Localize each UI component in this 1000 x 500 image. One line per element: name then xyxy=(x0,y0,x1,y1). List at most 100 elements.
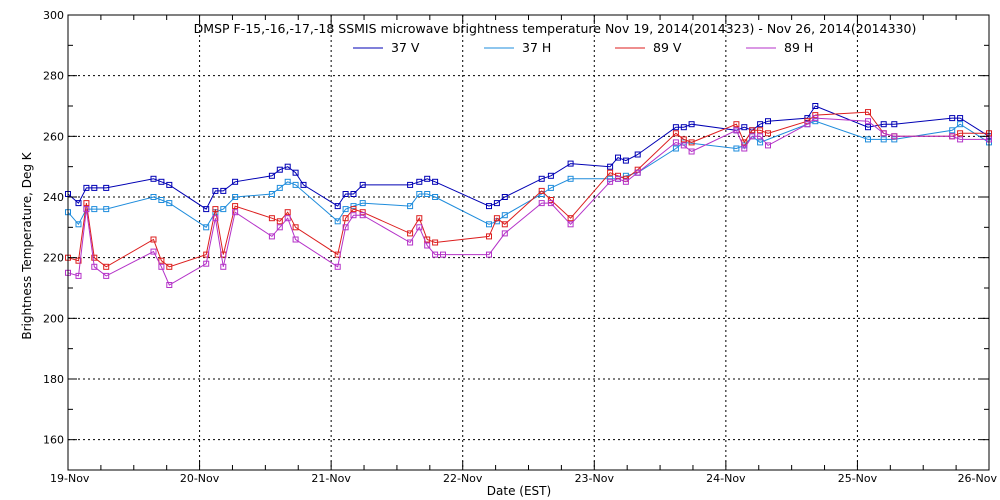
data-point-37h xyxy=(342,206,349,213)
data-point-37h xyxy=(880,136,887,143)
data-point-37h xyxy=(757,139,764,146)
data-point-37v xyxy=(158,178,165,185)
data-point-37h xyxy=(203,224,210,231)
data-point-37v xyxy=(757,121,764,128)
data-point-89h xyxy=(268,233,275,240)
data-point-37h xyxy=(865,136,871,143)
data-point-37v xyxy=(547,172,554,179)
y-tick-label: 160 xyxy=(43,434,64,447)
data-point-89v xyxy=(749,127,756,134)
data-point-89h xyxy=(672,139,679,146)
data-point-89v xyxy=(212,206,219,213)
data-point-37h xyxy=(268,191,275,197)
data-point-89h xyxy=(865,118,871,125)
data-point-89h xyxy=(949,133,956,140)
data-point-89h xyxy=(424,242,431,249)
data-point-37v xyxy=(880,121,887,128)
data-point-89v xyxy=(957,130,964,137)
x-tick-label: 23-Nov xyxy=(575,472,615,485)
legend-label-89v: 89 V xyxy=(653,40,682,55)
data-point-37v xyxy=(416,178,423,185)
data-point-37v xyxy=(359,181,366,188)
data-point-89v xyxy=(166,263,173,270)
data-point-37v xyxy=(350,191,357,197)
data-point-37h xyxy=(150,194,157,200)
data-point-37v xyxy=(268,172,275,179)
data-point-89v xyxy=(91,254,98,261)
legend-item-37v: 37 V xyxy=(353,40,420,55)
data-point-89v xyxy=(547,197,554,203)
data-point-89v xyxy=(268,215,275,222)
data-point-89h xyxy=(622,178,629,185)
data-point-37v xyxy=(424,175,431,182)
data-point-89v xyxy=(680,136,687,143)
series-line-89h xyxy=(67,117,989,286)
data-point-89v xyxy=(342,215,349,222)
data-point-89v xyxy=(350,206,357,213)
data-point-37h xyxy=(891,136,898,143)
data-point-89v xyxy=(672,130,679,137)
data-point-89h xyxy=(334,263,341,270)
data-point-89h xyxy=(634,169,641,176)
data-point-89h xyxy=(567,221,574,228)
data-point-89v xyxy=(765,130,771,137)
data-point-37h xyxy=(276,184,283,191)
data-point-37h xyxy=(547,184,554,191)
data-point-37h xyxy=(166,200,173,207)
data-point-37h xyxy=(284,178,291,185)
data-point-37v xyxy=(672,124,679,131)
data-point-37h xyxy=(91,206,98,213)
data-point-37v xyxy=(634,151,641,158)
data-point-37h xyxy=(501,212,508,219)
data-point-37h xyxy=(407,203,414,210)
data-point-89h xyxy=(284,215,291,222)
data-point-89v xyxy=(158,257,165,264)
data-point-37v xyxy=(567,160,574,167)
legend-item-89h: 89 H xyxy=(746,40,813,55)
data-point-89v xyxy=(493,215,500,222)
y-tick-label: 220 xyxy=(43,252,64,265)
legend-label-37v: 37 V xyxy=(391,40,420,55)
data-point-37v xyxy=(538,175,545,182)
data-point-89h xyxy=(75,272,82,279)
data-point-89h xyxy=(680,142,687,149)
data-point-37h xyxy=(416,191,423,197)
legend: 37 V 37 H 89 V 89 H xyxy=(353,40,813,55)
data-point-37h xyxy=(567,175,574,182)
y-tick-label: 200 xyxy=(43,312,64,325)
data-point-37v xyxy=(166,181,173,188)
data-point-89h xyxy=(607,178,614,185)
data-point-89v xyxy=(567,215,574,222)
data-point-89v xyxy=(103,263,110,270)
series-37v xyxy=(65,103,992,213)
legend-label-37h: 37 H xyxy=(522,40,551,55)
x-tick-label: 26-Nov xyxy=(958,472,998,485)
data-point-89v xyxy=(486,233,492,240)
data-point-89v xyxy=(203,251,210,258)
data-point-37h xyxy=(103,206,110,213)
data-point-89v xyxy=(688,139,695,146)
legend-item-37h: 37 H xyxy=(484,40,551,55)
data-point-37v xyxy=(812,103,819,109)
series-89h xyxy=(65,115,992,288)
data-point-37h xyxy=(949,127,956,134)
data-point-37h xyxy=(672,145,679,152)
data-point-89h xyxy=(757,133,764,140)
axis-ticks: 160 180 200 220 240 260 280 300 19-Nov 20-Nov 21-N… xyxy=(43,9,997,485)
data-point-37h xyxy=(334,218,341,225)
x-tick-label: 21-Nov xyxy=(311,472,351,485)
data-point-89v xyxy=(501,221,508,228)
chart-title: DMSP F-15,-16,-17,-18 SSMIS microwave br… xyxy=(194,21,917,36)
y-tick-label: 300 xyxy=(43,9,64,22)
data-point-89h xyxy=(812,115,819,122)
data-point-89h xyxy=(103,272,110,279)
data-point-89h xyxy=(220,263,227,270)
data-point-89h xyxy=(538,200,545,207)
data-point-89h xyxy=(212,215,219,222)
legend-item-89v: 89 V xyxy=(615,40,682,55)
data-point-37v xyxy=(91,184,98,191)
data-point-89v xyxy=(757,127,764,134)
data-point-89h xyxy=(957,136,964,143)
x-tick-label: 25-Nov xyxy=(838,472,878,485)
